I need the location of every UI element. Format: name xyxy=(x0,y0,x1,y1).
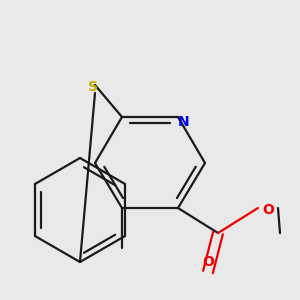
Text: N: N xyxy=(178,115,190,129)
Text: O: O xyxy=(202,255,214,269)
Text: O: O xyxy=(262,203,274,217)
Text: S: S xyxy=(88,80,98,94)
